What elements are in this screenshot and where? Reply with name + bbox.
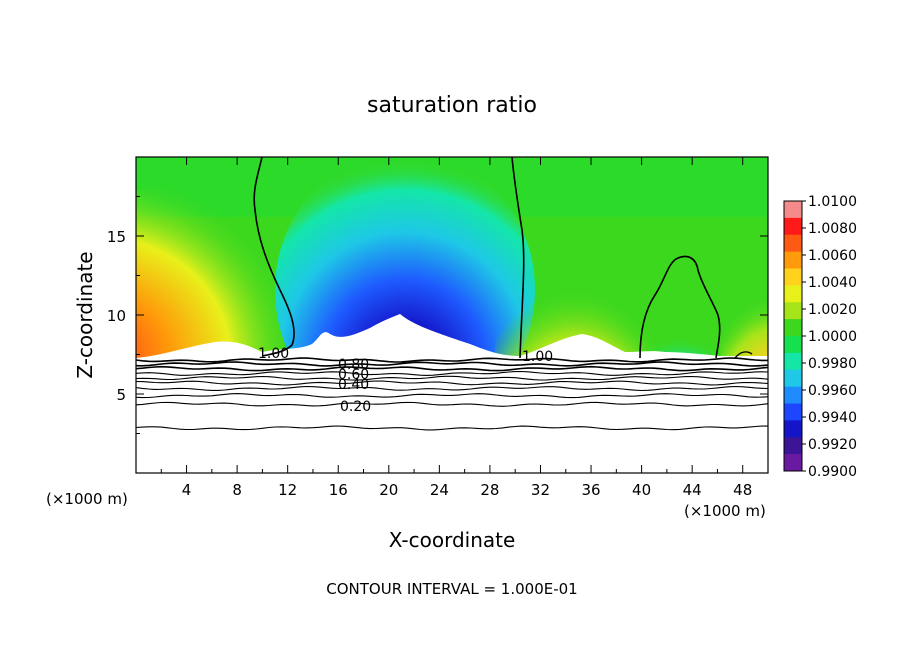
colorbar-swatch [784,268,802,286]
ground-contour-line [136,361,768,367]
x-tick-label: 48 [733,481,752,499]
colorbar-label: 0.9940 [808,410,857,426]
ground-contour-line [136,385,768,392]
y-axis-label: Z-coordinate [73,251,97,378]
x-axis-ticks: 4 8 12 16 20 24 28 32 36 40 44 48 [160,157,752,499]
contour-label-0-80: 0.80 [338,357,369,373]
x-tick-label: 8 [232,481,242,499]
colorbar-swatch [784,352,802,371]
x-unit-label-left: (×1000 m) [46,490,128,508]
ground-contour-line [136,393,768,399]
x-tick-label: 36 [581,481,600,499]
ground-contour-line [136,380,768,386]
colorbar-swatch [784,302,802,320]
colorbar-swatch [784,336,802,354]
colorbar-label: 1.0020 [808,302,857,318]
ground-contour-line [136,365,768,372]
colorbar-swatch [784,454,802,472]
colorbar-label: 1.0040 [808,275,857,291]
x-tick-label: 16 [329,481,348,499]
ground-contour-line [136,375,768,381]
colorbar-label: 1.0080 [808,221,857,237]
ground-contours [136,357,768,431]
y-tick-label: 5 [116,386,126,404]
colorbar-swatch [784,420,802,438]
lower-layer [136,314,768,473]
contour-interval-footer: CONTOUR INTERVAL = 1.000E-01 [326,580,577,598]
x-tick-label: 32 [531,481,550,499]
colorbar-swatch [784,386,802,404]
colorbar-swatch [784,217,802,236]
colorbar-swatch [784,403,802,421]
colorbar-swatch [784,285,802,303]
contour-label-0-20: 0.20 [340,399,371,415]
ground-contour-line [136,370,768,376]
ground-contour-line [136,357,768,363]
x-tick-label: 24 [430,481,449,499]
x-tick-label: 40 [632,481,651,499]
x-tick-label: 44 [683,481,702,499]
x-tick-label: 28 [480,481,499,499]
contour-label-1-00-left: 1.00 [258,346,289,362]
colorbar-swatch [784,201,802,219]
x-tick-label: 4 [182,481,192,499]
y-tick-label: 15 [107,228,126,246]
colorbar-swatch [784,319,802,337]
colorbar-swatch [784,234,802,253]
colorbar-label: 0.9900 [808,464,857,480]
colorbar-label: 0.9980 [808,356,857,372]
ground-contour-line [136,401,768,407]
chart-title: saturation ratio [367,93,537,118]
y-tick-label: 10 [107,307,126,325]
colorbar-label: 0.9920 [808,437,857,453]
y-axis-ticks: 5 10 15 [107,196,768,434]
contour-line-1-00-right [734,351,753,359]
contour-line-1-00-dome [639,255,721,359]
colorbar-label: 1.0100 [808,194,857,210]
plot-area [136,157,768,473]
x-tick-label: 12 [278,481,297,499]
contour-line-1-00-center [511,157,525,359]
ground-contour-line [136,425,768,431]
colorbar-swatch [784,369,802,388]
contour-label-0-40: 0.40 [338,377,369,393]
contour-label-0-60: 0.60 [338,367,369,383]
x-axis-label: X-coordinate [389,528,516,552]
colorbar: 1.0100 1.0080 1.0060 1.0040 1.0020 1.0000 0.99… [783,194,857,480]
colorbar-label: 1.0000 [808,329,857,345]
x-unit-label-right: (×1000 m) [684,502,766,520]
colorbar-label: 1.0060 [808,248,857,264]
colorbar-swatch [784,437,802,455]
x-tick-label: 20 [379,481,398,499]
colorbar-label: 0.9960 [808,383,857,399]
contour-label-1-00-right: 1.00 [522,349,553,365]
contour-line-1-00-left [253,157,295,357]
colorbar-swatch [784,251,802,269]
